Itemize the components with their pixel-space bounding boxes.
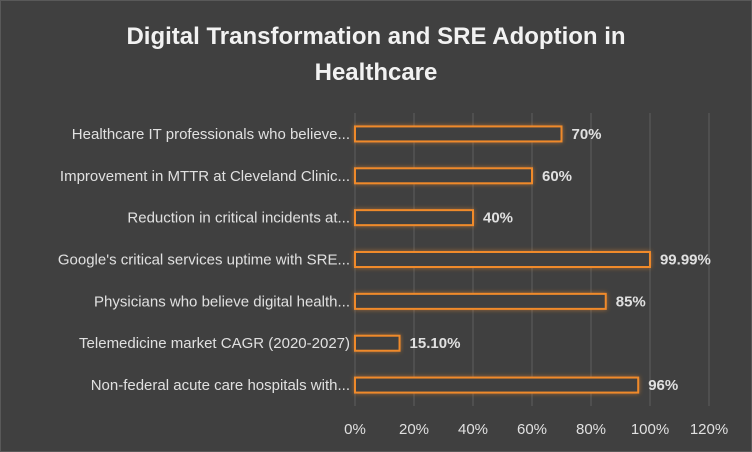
bar-6 [354, 376, 640, 394]
chart-title-line-2: Healthcare [314, 59, 438, 86]
bar-0 [354, 125, 563, 143]
bar-3 [354, 251, 651, 268]
data-label: 70% [572, 126, 602, 143]
x-tick-label: 40% [458, 421, 488, 438]
bar-5 [354, 334, 401, 352]
x-tick-label: 60% [517, 421, 547, 438]
category-label: Google's critical services uptime with S… [58, 252, 350, 269]
x-tick-label: 20% [399, 421, 429, 438]
x-tick-label: 120% [690, 421, 728, 438]
category-label: Non-federal acute care hospitals with... [91, 377, 350, 394]
data-label: 60% [542, 168, 572, 185]
data-label: 99.99% [660, 252, 711, 269]
category-label: Reduction in critical incidents at... [127, 210, 350, 227]
chart-title: Digital Transformation and SRE Adoption … [1, 19, 751, 91]
data-label: 96% [648, 377, 678, 394]
category-label: Improvement in MTTR at Cleveland Clinic.… [60, 168, 350, 185]
bar-1 [354, 167, 533, 185]
x-tick-label: 80% [576, 421, 606, 438]
data-label: 85% [616, 293, 646, 310]
bar-4 [354, 292, 607, 310]
category-label: Healthcare IT professionals who believe.… [72, 126, 350, 143]
x-tick-label: 0% [344, 421, 366, 438]
chart-title-line-1: Digital Transformation and SRE Adoption … [126, 23, 626, 50]
category-label: Telemedicine market CAGR (2020-2027) [79, 335, 350, 352]
bars [354, 125, 651, 394]
labels: 0% 20% 40% 60% 80% 100% 120% Healthcare IT prof… [58, 126, 728, 438]
data-label: 40% [483, 210, 513, 227]
x-tick-label: 100% [631, 421, 669, 438]
category-label: Physicians who believe digital health... [94, 293, 350, 310]
bar-2 [354, 209, 474, 227]
data-label: 15.10% [410, 335, 461, 352]
